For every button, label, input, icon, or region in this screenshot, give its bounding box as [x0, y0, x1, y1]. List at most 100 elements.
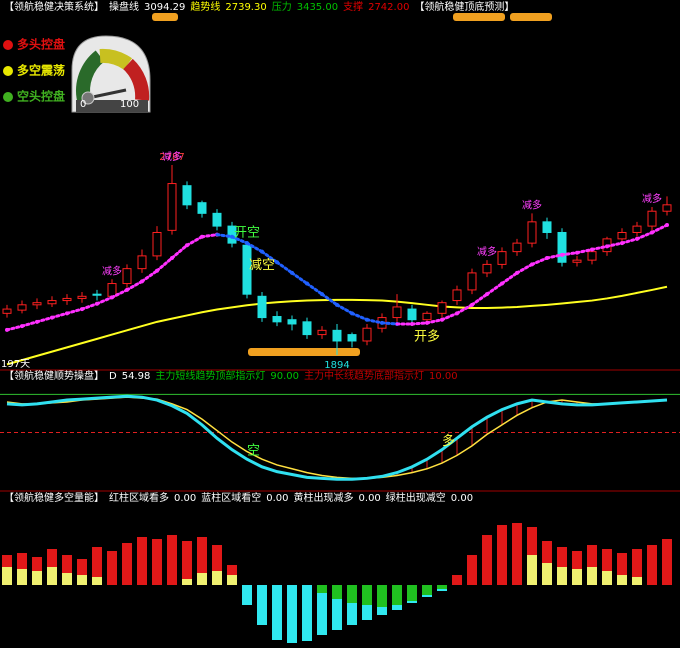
header-text: 2739.30 — [225, 2, 266, 13]
volume-bar — [632, 549, 642, 585]
volume-sub-bar — [527, 555, 537, 585]
signal-label: 减多 — [162, 150, 182, 163]
trend-dot-segment — [620, 237, 639, 245]
candle-body — [242, 244, 252, 295]
candle-body — [92, 293, 102, 296]
volume-bar — [197, 537, 207, 585]
header-text: 0.00 — [451, 493, 473, 504]
volume-bar — [602, 549, 612, 585]
volume-bar — [167, 535, 177, 585]
trend-dot-segment — [575, 248, 594, 255]
trend-dot-segment — [185, 235, 204, 247]
trend-dot-segment — [485, 282, 504, 296]
trend-dot-segment — [260, 250, 279, 264]
candle-body — [182, 185, 192, 206]
candle-body — [452, 289, 462, 302]
trend-dot-segment — [335, 303, 354, 315]
header-text: 绿柱出现减空 — [386, 491, 446, 504]
trend-dot-segment — [470, 292, 489, 307]
trend-dot-segment — [530, 256, 549, 266]
trend-dot-segment — [50, 311, 69, 320]
gauge-min: 0 — [80, 99, 86, 110]
candle-body — [497, 251, 507, 265]
header-text: 10.00 — [429, 371, 458, 382]
candle-body — [197, 202, 207, 214]
candle-body — [347, 334, 357, 342]
volume-sub-bar — [392, 585, 402, 605]
volume-bar — [557, 547, 567, 585]
trend-dot-segment — [110, 288, 129, 299]
trend-dot-segment — [545, 253, 564, 260]
ma-long-line — [6, 285, 668, 366]
candle-body — [152, 231, 162, 257]
volume-bar — [77, 559, 87, 585]
volume-bar — [332, 585, 342, 630]
header-text: 压力 — [272, 0, 292, 13]
volume-bar — [512, 523, 522, 585]
candle-body — [257, 295, 267, 319]
volume-bar — [152, 539, 162, 585]
volume-sub-bar — [407, 585, 417, 601]
legend-dot — [3, 66, 13, 76]
legend-dot — [3, 40, 13, 50]
legend-label: 空头控盘 — [17, 89, 65, 104]
trend-dot-segment — [605, 241, 624, 248]
header-text: 操盘线 — [109, 0, 139, 13]
trend-dot-segment — [635, 230, 654, 241]
trend-dot — [665, 223, 669, 228]
volume-bar — [452, 575, 462, 585]
candle-body — [272, 316, 282, 323]
volume-sub-bar — [32, 571, 42, 585]
header-text: 红柱区域看多 — [109, 491, 169, 504]
trend-dot-segment — [95, 295, 114, 306]
candle-body — [632, 225, 642, 233]
volume-bar — [662, 539, 672, 585]
volume-bar — [617, 553, 627, 585]
volume-bar — [212, 545, 222, 585]
signal-label: 开空 — [234, 226, 260, 241]
volume-sub-bar — [92, 577, 102, 585]
volume-sub-bar — [332, 585, 342, 599]
volume-bar — [287, 585, 297, 643]
volume-sub-bar — [212, 571, 222, 585]
trend-dot-segment — [215, 233, 234, 239]
header-text: 支撑 — [343, 0, 363, 13]
trend-dot-segment — [515, 262, 534, 275]
volume-sub-bar — [617, 575, 627, 585]
volume-bar — [137, 537, 147, 585]
volume-bar — [62, 555, 72, 585]
header-text: 90.00 — [270, 371, 299, 382]
candle-body — [47, 300, 57, 305]
candle-body — [137, 255, 147, 270]
volume-bar — [497, 525, 507, 585]
trend-dot-segment — [5, 324, 24, 332]
header-text: 0.00 — [266, 493, 288, 504]
legend-label: 多空震荡 — [17, 63, 65, 78]
signal-label: 多 — [442, 433, 455, 449]
header-text: D — [109, 371, 117, 382]
gauge-max: 100 — [120, 99, 139, 110]
high-price-label: 2787 — [159, 152, 184, 163]
volume-bar — [92, 547, 102, 585]
candle-body — [332, 329, 342, 342]
volume-sub-bar — [317, 585, 327, 593]
volume-sub-bar — [77, 575, 87, 585]
candle-body — [422, 312, 432, 321]
header-text: 趋势线 — [190, 0, 220, 13]
volume-sub-bar — [422, 585, 432, 595]
trend-dot-segment — [275, 260, 294, 275]
volume-bar — [242, 585, 252, 605]
trend-dot-segment — [365, 318, 384, 325]
trend-dot-segment — [440, 311, 459, 322]
days-label: 197天 — [1, 359, 30, 370]
trend-dot-segment — [230, 235, 249, 245]
trend-dot-segment — [425, 318, 444, 325]
signal-label: 减多 — [642, 192, 662, 205]
trend-dot-segment — [65, 307, 84, 315]
candle-body — [302, 321, 312, 336]
low-price-label: 1894 — [324, 360, 349, 371]
volume-bar — [347, 585, 357, 625]
cyan-line — [6, 394, 668, 481]
candle-body — [287, 319, 297, 325]
volume-sub-bar — [2, 567, 12, 585]
